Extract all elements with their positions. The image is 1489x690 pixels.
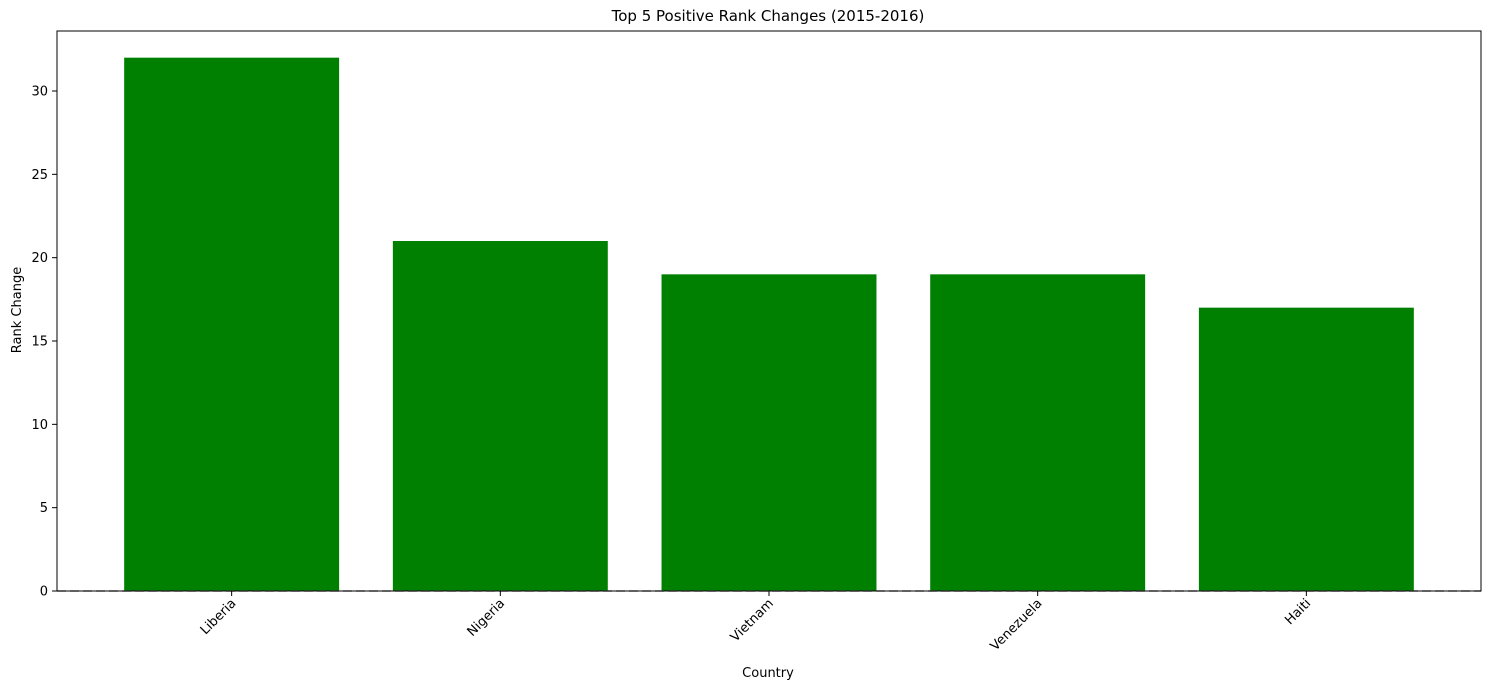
bar-haiti bbox=[1198, 307, 1414, 591]
bar-nigeria bbox=[392, 241, 608, 591]
chart-title: Top 5 Positive Rank Changes (2015-2016) bbox=[611, 7, 925, 25]
y-tick-label: 25 bbox=[31, 168, 48, 183]
y-tick-label: 20 bbox=[31, 251, 48, 266]
x-tick-label: Liberia bbox=[198, 596, 240, 638]
x-tick-label: Haiti bbox=[1282, 596, 1314, 628]
x-tick-label: Vietnam bbox=[728, 596, 777, 645]
bars-group bbox=[124, 57, 1414, 591]
y-tick-label: 5 bbox=[40, 501, 48, 516]
bar-venezuela bbox=[930, 274, 1146, 591]
x-tick-label: Nigeria bbox=[465, 596, 508, 639]
y-tick-label: 10 bbox=[31, 418, 48, 433]
y-tick-label: 0 bbox=[40, 585, 48, 600]
bar-liberia bbox=[124, 57, 340, 591]
x-tick-label: Venezuela bbox=[988, 596, 1046, 654]
x-axis-label: Country bbox=[742, 666, 794, 681]
bar-vietnam bbox=[661, 274, 877, 591]
y-axis: 0 5 10 15 20 25 30 bbox=[31, 85, 57, 600]
y-tick-label: 30 bbox=[31, 85, 48, 100]
y-axis-label: Rank Change bbox=[10, 267, 25, 353]
y-tick-label: 15 bbox=[31, 335, 48, 350]
x-axis: Liberia Nigeria Vietnam Venezuela Haiti bbox=[198, 591, 1314, 654]
